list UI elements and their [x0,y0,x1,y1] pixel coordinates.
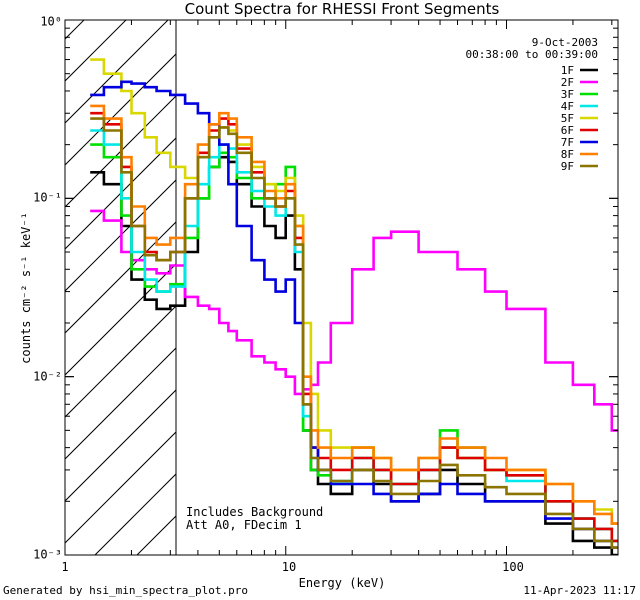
hatch-line [65,221,176,334]
x-tick-label-10: 10 [282,560,296,574]
axis-ticks [64,19,618,556]
x-tick-label-100: 100 [502,560,524,574]
y-axis-label: counts cm⁻² s⁻¹ keV⁻¹ [19,212,33,364]
time-range-label: 00:38:00 to 00:39:00 [466,48,598,61]
legend-label-9F: 9F [561,160,574,173]
hatch-line [65,95,176,208]
footer-generated-by: Generated by hsi_min_spectra_plot.pro [3,584,248,597]
annotation-attenuator: Att A0, FDecim 1 [186,518,302,532]
legend-label-2F: 2F [561,76,574,89]
hatch-line [65,53,176,166]
y-tick-label-1e-2: 10⁻² [33,370,62,384]
hatch-line [65,137,176,250]
hatch-line [65,389,176,502]
hatch-line [65,347,176,460]
legend-label-5F: 5F [561,112,574,125]
hatch-line [65,263,176,376]
legend-label-1F: 1F [561,64,574,77]
annotation-background: Includes Background [186,505,323,519]
hatch-line [94,473,176,555]
hatch-line [65,20,127,82]
series-layer [90,58,618,555]
y-tick-label-1e0: 10⁰ [40,15,62,29]
date-label: 9-Oct-2003 [532,36,598,49]
hatch-line [0,0,107,555]
chart-title: Count Spectra for RHESSI Front Segments [185,0,500,18]
y-tick-label-1e-1: 10⁻¹ [33,191,62,205]
legend-label-3F: 3F [561,88,574,101]
legend-label-6F: 6F [561,124,574,137]
series-line-6F [90,111,618,543]
series-line-7F [90,80,618,549]
series-line-4F [90,129,618,543]
x-axis-label: Energy (keV) [299,576,386,590]
hatch-line [65,431,176,544]
footer-timestamp: 11-Apr-2023 11:17 [523,584,636,597]
x-tick-label-1: 1 [61,560,68,574]
y-tick-label-1e-3: 10⁻³ [33,548,62,562]
series-line-9F [90,117,618,549]
hatch-line [65,179,176,292]
hatch-line [221,0,640,555]
hatched-region [0,0,640,555]
plot-frame [64,19,619,556]
legend-label-7F: 7F [561,136,574,149]
legend-label-8F: 8F [561,148,574,161]
series-line-1F [90,155,618,555]
series-line-2F [90,209,618,432]
hatch-line [65,20,169,124]
legend-label-4F: 4F [561,100,574,113]
series-line-8F [90,104,618,525]
